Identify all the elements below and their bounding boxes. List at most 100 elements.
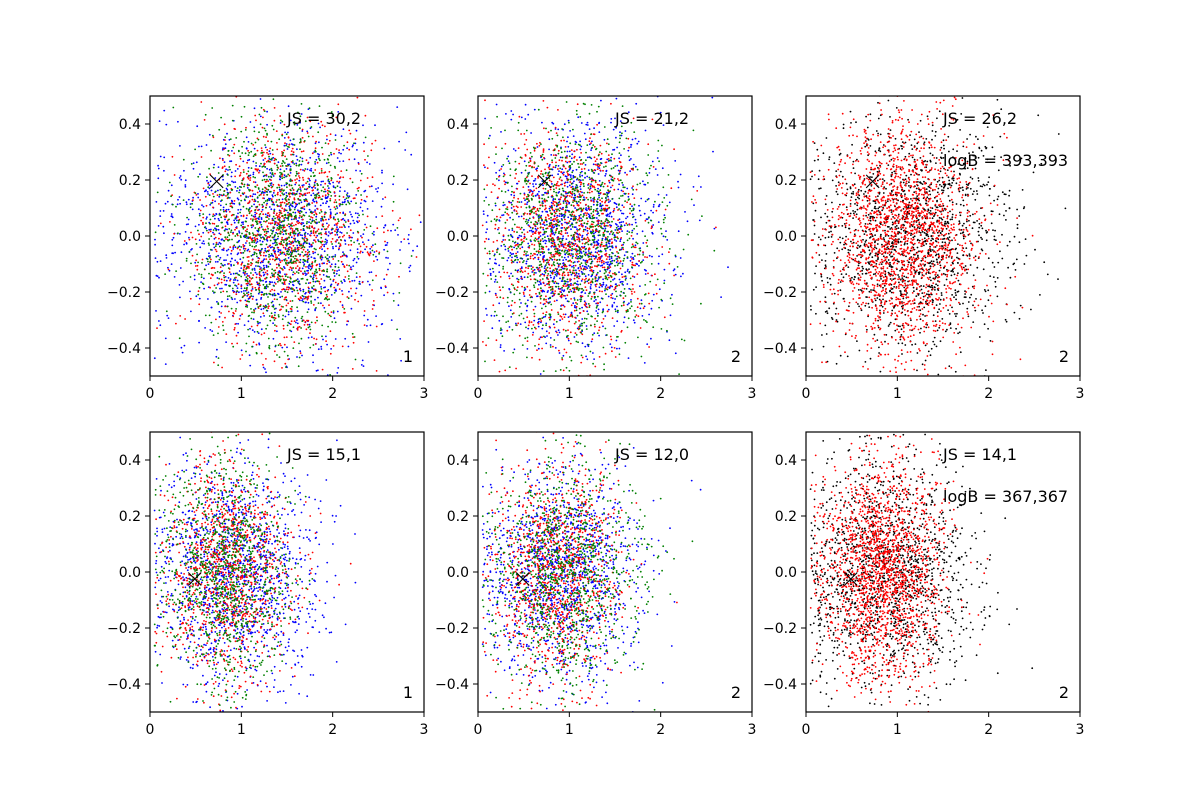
- scatter-point: [292, 273, 294, 276]
- scatter-point: [329, 374, 331, 376]
- scatter-point: [593, 332, 596, 335]
- scatter-point: [565, 258, 567, 261]
- scatter-point: [329, 198, 332, 200]
- scatter-point: [228, 234, 231, 237]
- scatter-point: [652, 203, 655, 206]
- scatter-point: [489, 268, 492, 271]
- scatter-point: [278, 184, 280, 187]
- scatter-point: [363, 229, 366, 231]
- scatter-point: [618, 221, 621, 224]
- scatter-point: [256, 240, 259, 243]
- scatter-point: [242, 205, 245, 208]
- scatter-point: [367, 239, 370, 242]
- scatter-point: [299, 195, 301, 198]
- scatter-point: [257, 217, 260, 220]
- scatter-point: [326, 298, 329, 301]
- scatter-point: [175, 205, 177, 208]
- scatter-point: [281, 367, 283, 369]
- scatter-point: [257, 234, 260, 236]
- scatter-point: [624, 130, 627, 132]
- scatter-point: [581, 191, 583, 194]
- scatter-point: [283, 208, 286, 211]
- scatter-point: [245, 196, 248, 199]
- scatter-point: [225, 203, 228, 206]
- scatter-point: [610, 215, 613, 218]
- scatter-point: [218, 241, 221, 244]
- scatter-point: [494, 292, 497, 295]
- scatter-point: [314, 209, 316, 212]
- scatter-point: [256, 282, 259, 285]
- scatter-point: [230, 229, 233, 232]
- scatter-point: [336, 310, 339, 313]
- scatter-point: [324, 290, 327, 293]
- scatter-point: [334, 240, 337, 243]
- scatter-point: [500, 60, 502, 62]
- scatter-point: [554, 347, 557, 349]
- scatter-point: [324, 190, 327, 193]
- scatter-point: [312, 252, 315, 255]
- scatter-point: [606, 191, 608, 194]
- scatter-point: [498, 319, 501, 322]
- scatter-point: [288, 248, 291, 251]
- scatter-point: [368, 253, 370, 256]
- scatter-point: [269, 290, 272, 292]
- scatter-point: [308, 250, 311, 253]
- scatter-point: [289, 243, 292, 246]
- scatter-point: [276, 278, 278, 281]
- scatter-point: [376, 190, 379, 193]
- scatter-point: [229, 138, 232, 141]
- scatter-point: [587, 169, 590, 172]
- scatter-point: [268, 222, 270, 225]
- scatter-point: [632, 256, 634, 259]
- scatter-point: [643, 305, 646, 308]
- scatter-point: [273, 298, 276, 300]
- scatter-point: [224, 283, 227, 286]
- scatter-point: [269, 235, 272, 237]
- scatter-point: [491, 327, 494, 330]
- scatter-point: [332, 345, 335, 347]
- scatter-point: [312, 192, 315, 195]
- scatter-point: [270, 169, 273, 172]
- scatter-point: [596, 395, 598, 397]
- scatter-point: [264, 146, 267, 149]
- scatter-point: [581, 238, 584, 241]
- scatter-point: [543, 290, 546, 293]
- scatter-point: [569, 433, 571, 435]
- scatter-point: [583, 132, 586, 135]
- scatter-point: [334, 194, 337, 197]
- scatter-point: [272, 215, 275, 218]
- scatter-point: [513, 230, 516, 233]
- scatter-point: [339, 186, 342, 189]
- scatter-point: [261, 126, 264, 129]
- scatter-point: [378, 252, 380, 255]
- scatter-point: [287, 311, 290, 313]
- scatter-point: [572, 197, 575, 199]
- scatter-point: [301, 136, 304, 139]
- scatter-point: [321, 240, 324, 243]
- scatter-point: [617, 188, 620, 191]
- scatter-point: [314, 274, 317, 277]
- scatter-point: [327, 178, 330, 181]
- scatter-point: [311, 189, 314, 192]
- scatter-point: [306, 253, 309, 256]
- scatter-point: [572, 265, 575, 267]
- scatter-point: [323, 243, 325, 246]
- scatter-point: [254, 141, 257, 144]
- scatter-point: [609, 263, 612, 265]
- scatter-point: [276, 204, 279, 207]
- scatter-point: [267, 180, 270, 183]
- scatter-point: [165, 257, 168, 259]
- scatter-point: [494, 204, 497, 207]
- scatter-point: [212, 193, 214, 195]
- scatter-point: [246, 265, 249, 268]
- scatter-point: [327, 226, 329, 228]
- scatter-point: [230, 273, 232, 276]
- scatter-point: [298, 242, 301, 245]
- scatter-point: [291, 228, 294, 230]
- scatter-point: [285, 309, 288, 311]
- scatter-point: [316, 193, 318, 196]
- scatter-point: [572, 174, 575, 177]
- scatter-point: [309, 290, 311, 293]
- scatter-point: [356, 187, 359, 190]
- scatter-point: [288, 280, 291, 283]
